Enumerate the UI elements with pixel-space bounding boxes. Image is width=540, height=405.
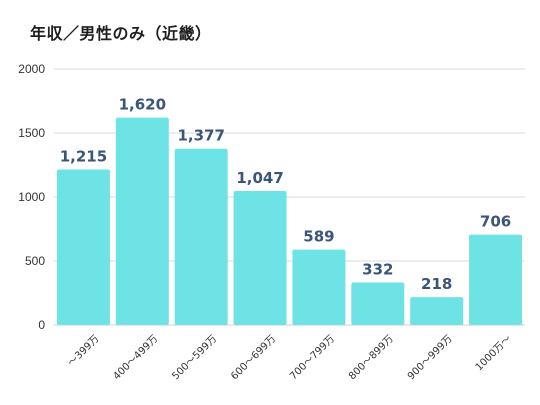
data-label: 218 [421, 275, 452, 293]
x-tick-label: 〜399万 [66, 333, 101, 368]
data-labels: 1,215 1,620 1,377 1,047 589 332 218 706 [60, 96, 512, 293]
chart-title: 年収／男性のみ（近畿） [30, 24, 212, 43]
bar [351, 282, 405, 325]
x-tick-label: 600〜699万 [229, 333, 278, 382]
x-tick-label: 1000万〜 [474, 333, 514, 373]
data-label: 1,215 [60, 147, 107, 165]
bar [115, 117, 169, 325]
x-tick-label: 400〜499万 [112, 333, 161, 382]
data-label: 332 [362, 261, 393, 279]
x-tick-label: 900〜999万 [406, 333, 455, 382]
bar [469, 234, 523, 325]
y-tick-label: 1500 [18, 126, 45, 140]
x-tick-label: 500〜599万 [170, 333, 219, 382]
y-tick-label: 2000 [18, 62, 45, 76]
x-tick-label: 800〜899万 [347, 333, 396, 382]
data-label: 1,377 [177, 127, 224, 145]
data-label: 706 [480, 213, 511, 231]
bar [410, 297, 464, 325]
x-tick-label: 700〜799万 [288, 333, 337, 382]
bar [292, 249, 346, 325]
y-tick-label: 500 [25, 254, 45, 268]
y-tick-label: 1000 [18, 190, 45, 204]
bar [56, 169, 110, 325]
x-axis-ticks: 〜399万 400〜499万 500〜599万 600〜699万 700〜799万 800… [66, 333, 514, 382]
bar [233, 190, 287, 325]
bars [56, 117, 523, 325]
data-label: 1,620 [119, 96, 166, 114]
y-tick-label: 0 [38, 318, 45, 332]
bar [174, 148, 228, 325]
data-label: 589 [303, 228, 334, 246]
y-axis-ticks: 0 500 1000 1500 2000 [18, 62, 45, 332]
data-label: 1,047 [236, 169, 283, 187]
